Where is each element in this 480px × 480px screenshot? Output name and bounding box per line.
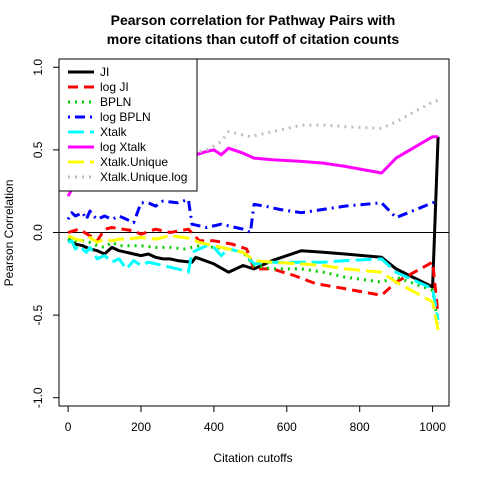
legend-label: log Xtalk xyxy=(100,140,147,154)
series-line-1 xyxy=(67,226,440,316)
x-tick-label: 200 xyxy=(131,420,151,434)
series-line-4 xyxy=(67,239,440,321)
x-tick-label: 800 xyxy=(350,420,370,434)
y-tick-label: 0.5 xyxy=(31,141,45,158)
x-tick-label: 0 xyxy=(65,420,72,434)
legend-label: Xtalk.Unique xyxy=(100,155,168,169)
legend-label: Xtalk xyxy=(100,125,128,139)
legend-label: BPLN xyxy=(100,95,131,109)
series-line-3 xyxy=(66,198,439,234)
series-line-7 xyxy=(67,98,439,188)
chart-title-line-1: Pearson correlation for Pathway Pairs wi… xyxy=(111,12,396,28)
y-tick-label: -0.5 xyxy=(31,304,45,325)
series-line-2 xyxy=(67,237,440,324)
y-axis-label: Pearson Correlation xyxy=(2,180,16,287)
chart-title-line-2: more citations than cutoff of citation c… xyxy=(107,31,400,47)
x-axis-label: Citation cutoffs xyxy=(213,451,292,465)
series-line-6 xyxy=(67,234,440,331)
series-line-0 xyxy=(67,136,440,289)
legend-label: JI xyxy=(100,65,109,79)
x-tick-label: 1000 xyxy=(419,420,446,434)
axes: 0 200 400 600 800 1000 -1.0 -0.5 0.0 0.5 1.0 xyxy=(31,58,450,434)
legend-label: log JI xyxy=(100,80,129,94)
legend-label: log BPLN xyxy=(100,110,151,124)
legend-label: Xtalk.Unique.log xyxy=(100,170,187,184)
y-tick-label: -1.0 xyxy=(31,387,45,408)
legend-box xyxy=(58,58,198,192)
x-tick-label: 600 xyxy=(277,420,297,434)
y-tick-label: 0.0 xyxy=(31,224,45,241)
x-tick-label: 400 xyxy=(204,420,224,434)
y-tick-label: 1.0 xyxy=(31,59,45,76)
